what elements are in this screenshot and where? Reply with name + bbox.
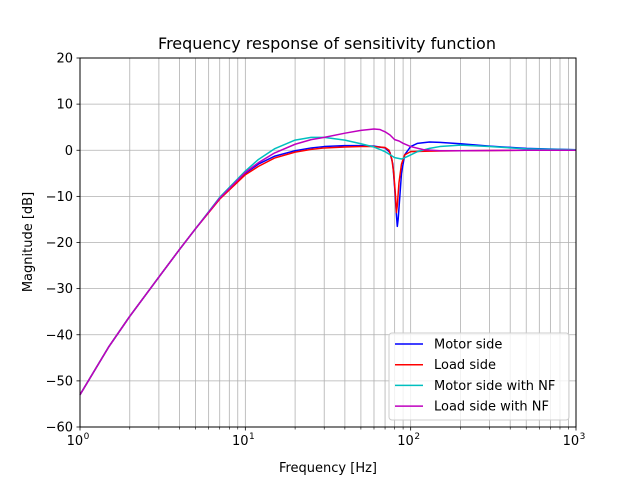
series-line-4 [79, 128, 576, 396]
y-tick-label: −40 [46, 328, 73, 343]
legend-label: Motor side [434, 338, 502, 353]
y-tick-label: −30 [46, 282, 73, 297]
x-axis-label: Frequency [Hz] [279, 461, 377, 476]
x-tick-label: 100 [67, 432, 90, 449]
series-group [79, 128, 577, 396]
y-tick-label: −20 [46, 236, 73, 251]
legend-box [388, 332, 570, 421]
x-tick-label: 103 [563, 432, 586, 449]
y-tick-label: −10 [46, 190, 73, 205]
y-tick-label: 10 [56, 98, 73, 113]
y-axis-label: Magnitude [dB] [21, 192, 36, 292]
y-tick-label: −50 [46, 374, 73, 389]
legend-label: Motor side with NF [434, 379, 555, 394]
y-tick-label: 0 [65, 144, 73, 159]
legend: Motor side Load side Motor side with NF Loa… [388, 332, 570, 421]
y-tick-label: 20 [56, 52, 73, 67]
y-tick-label: −60 [46, 421, 73, 436]
legend-label: Load side with NF [434, 400, 549, 415]
chart-title: Frequency response of sensitivity functi… [158, 34, 496, 53]
x-tick-label: 101 [232, 432, 255, 449]
x-tick-label: 102 [397, 432, 420, 449]
legend-label: Load side [434, 358, 496, 373]
